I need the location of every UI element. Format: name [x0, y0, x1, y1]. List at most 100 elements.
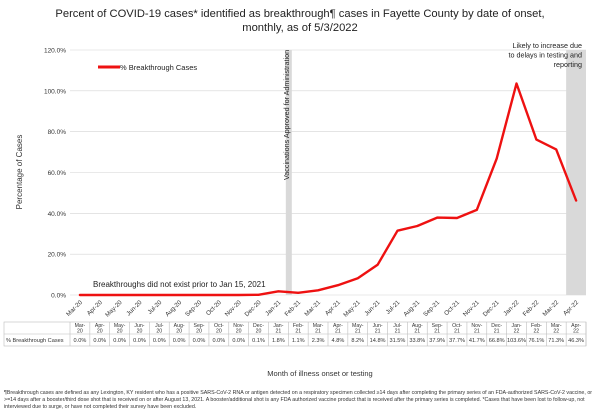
- table-value-cell: 37.9%: [429, 338, 445, 344]
- table-value-cell: 76.1%: [528, 338, 544, 344]
- legend: % Breakthrough Cases: [98, 63, 197, 72]
- table-header-cell: Feb-: [293, 323, 304, 329]
- table-value-cell: 0.0%: [212, 338, 225, 344]
- x-axis-label: Month of illness onset or testing: [267, 369, 372, 378]
- table-header-cell: Feb-: [531, 323, 542, 329]
- x-tick-label: Jun-21: [363, 299, 382, 318]
- table-header-cell: 20: [216, 329, 222, 335]
- data-point: [356, 277, 359, 280]
- table-value-cell: 0.0%: [133, 338, 146, 344]
- data-point: [555, 148, 558, 151]
- table-header-cell: Jun-: [373, 323, 383, 329]
- band-label-line: to delays in testing and: [508, 51, 582, 60]
- data-point: [217, 294, 220, 296]
- table-header-cell: Jan-: [273, 323, 283, 329]
- table-header-cell: 20: [97, 329, 103, 335]
- table-value-cell: 0.0%: [173, 338, 186, 344]
- table-header-cell: Aug-: [412, 323, 423, 329]
- table-header-cell: 20: [256, 329, 262, 335]
- y-tick-label: 0.0%: [51, 293, 66, 300]
- table-header-cell: Apr-: [571, 323, 581, 329]
- table-value-cell: 71.3%: [548, 338, 564, 344]
- table-value-cell: 37.7%: [449, 338, 465, 344]
- data-point: [575, 199, 577, 202]
- table-header-cell: 21: [295, 329, 301, 335]
- data-point: [396, 229, 399, 232]
- x-tick-label: May-20: [104, 299, 124, 319]
- table-header-cell: Aug-: [174, 323, 185, 329]
- chart-title: Percent of COVID-19 cases* identified as…: [55, 8, 545, 34]
- reporting-delay-band: [566, 50, 586, 295]
- table-header-cell: 21: [474, 329, 480, 335]
- table-value-cell: 66.8%: [489, 338, 505, 344]
- table-header-cell: Oct-: [452, 323, 462, 329]
- x-tick-label: Jun-20: [125, 299, 144, 318]
- legend-label: % Breakthrough Cases: [120, 63, 197, 72]
- table-value-cell: 41.7%: [469, 338, 485, 344]
- table-header-cell: 22: [553, 329, 559, 335]
- table-header-cell: 21: [454, 329, 460, 335]
- data-point: [138, 294, 141, 296]
- y-tick-labels: 0.0% 20.0% 40.0% 60.0% 80.0% 100.0% 120.0%: [44, 48, 66, 300]
- table-header-cell: 21: [355, 329, 361, 335]
- data-point: [475, 208, 478, 211]
- data-point: [237, 294, 240, 296]
- table-header-cell: 22: [533, 329, 539, 335]
- table-header-cell: Nov-: [471, 323, 482, 329]
- table-header-cell: 21: [335, 329, 341, 335]
- band-label-line: Likely to increase due: [512, 41, 582, 50]
- table-header-cell: 20: [77, 329, 83, 335]
- x-tick-label: Feb-22: [522, 299, 541, 318]
- table-value-cell: 2.3%: [312, 338, 325, 344]
- table-header-cell: Apr-: [333, 323, 343, 329]
- data-point: [257, 293, 260, 296]
- y-axis-label: Percentage of Cases: [15, 135, 24, 210]
- table-value-cell: 0.0%: [113, 338, 126, 344]
- x-tick-label: Jan-21: [264, 299, 283, 318]
- data-point: [178, 294, 181, 296]
- chart-svg: 0.0% 20.0% 40.0% 60.0% 80.0% 100.0% 120.0% Mar…: [3, 41, 587, 378]
- x-tick-label: Apr-21: [324, 299, 342, 317]
- table-value-cell: 4.8%: [332, 338, 345, 344]
- table-row-label: % Breakthrough Cases: [6, 338, 64, 344]
- table-value-cell: 14.8%: [370, 338, 386, 344]
- table-header-cell: 20: [196, 329, 202, 335]
- table-header-cell: Jul-: [155, 323, 164, 329]
- y-tick-label: 120.0%: [44, 48, 66, 55]
- data-point: [535, 138, 538, 141]
- table-value-cell: 33.8%: [409, 338, 425, 344]
- table-header-cell: Apr-: [95, 323, 105, 329]
- table-header-cell: Nov-: [233, 323, 244, 329]
- y-tick-label: 100.0%: [44, 88, 66, 95]
- band-label-vaccination: Vaccinations Approved for Administration: [282, 50, 291, 180]
- x-tick-label: Sep-20: [184, 299, 203, 318]
- table-header-cell: Dec-: [491, 323, 502, 329]
- x-tick-label: Aug-20: [164, 299, 183, 318]
- data-point: [416, 225, 419, 227]
- x-tick-label: May-21: [342, 299, 362, 319]
- table-header-cell: 21: [395, 329, 401, 335]
- table-header-cell: 20: [117, 329, 123, 335]
- table-value-cell: 31.5%: [390, 338, 406, 344]
- footnote: ¶Breakthrough cases are defined as any L…: [4, 390, 593, 410]
- table-header-cell: 21: [375, 329, 381, 335]
- table-header-cell: Oct-: [214, 323, 224, 329]
- x-tick-label: Sep-21: [422, 299, 441, 318]
- table-header-cell: Jan-: [511, 323, 521, 329]
- data-point: [436, 216, 439, 219]
- data-point: [515, 82, 518, 85]
- vaccination-band: [285, 50, 292, 295]
- x-tick-label: Dec-21: [482, 299, 501, 318]
- series-line-path: [78, 82, 578, 297]
- x-tick-label: Mar-20: [65, 299, 84, 318]
- table-header-cell: 21: [275, 329, 281, 335]
- data-point: [317, 289, 319, 292]
- table-header-cell: 21: [434, 329, 440, 335]
- table-header-cell: 22: [514, 329, 520, 335]
- table-header-cell: 20: [176, 329, 182, 335]
- table-value-cell: 0.0%: [193, 338, 206, 344]
- data-point: [297, 291, 300, 294]
- y-tick-label: 60.0%: [48, 170, 67, 177]
- data-point: [98, 294, 101, 296]
- table-value-cell: 0.0%: [153, 338, 166, 344]
